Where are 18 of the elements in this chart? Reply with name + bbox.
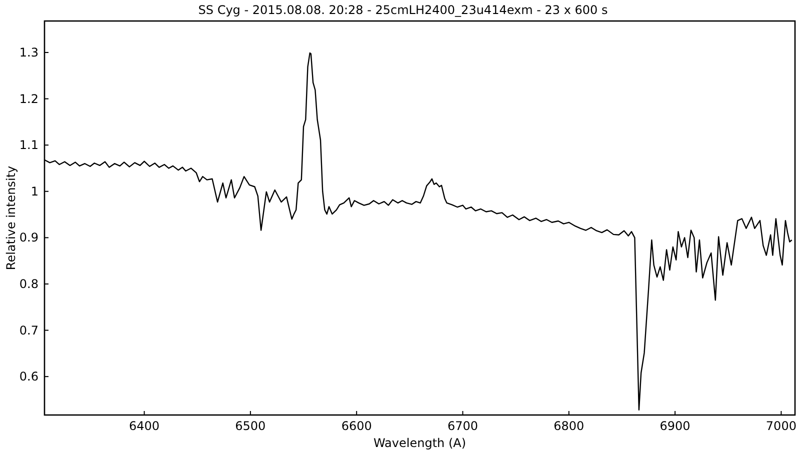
x-tick-label: 6500 (235, 419, 266, 433)
y-tick-label: 0.7 (19, 323, 38, 338)
x-tick-label: 6400 (129, 419, 160, 433)
x-tick-label: 6700 (447, 419, 478, 433)
y-axis-title: Relative intensity (4, 166, 18, 270)
y-tick-label: 0.6 (19, 370, 38, 384)
x-tick-label: 6800 (554, 419, 584, 433)
y-tick-label: 1 (30, 184, 38, 198)
x-tick-label: 6900 (660, 419, 690, 433)
y-tick-label: 0.8 (19, 276, 38, 291)
y-tick-label: 0.9 (19, 230, 38, 245)
y-tick-label: 1.1 (19, 138, 38, 152)
x-axis-title: Wavelength (A) (373, 436, 466, 450)
chart-title: SS Cyg - 2015.08.08. 20:28 - 25cmLH2400_23u414exm - 23 x 600 s (198, 3, 608, 17)
y-tick-label: 1.2 (19, 92, 38, 106)
x-tick-label: 7000 (766, 419, 796, 433)
x-tick-label: 6600 (341, 419, 372, 433)
y-tick-label: 1.3 (19, 45, 38, 60)
